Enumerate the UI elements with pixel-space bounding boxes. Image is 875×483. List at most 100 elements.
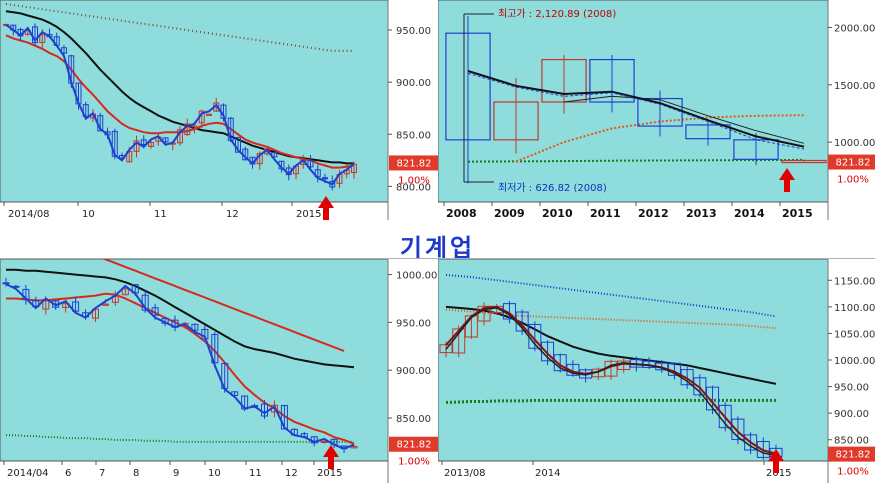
candle-body <box>566 363 580 376</box>
chart-yearly: 2000.00 1500.00 1000.00 2008 2009 2010 2011 201… <box>438 0 875 220</box>
candle-body <box>493 101 539 141</box>
current-marker-arrow <box>768 449 784 473</box>
ma-fast-line <box>5 283 355 450</box>
candle-body <box>61 47 67 54</box>
ma-mid-line <box>445 305 777 455</box>
y-tick-label: 900.00 <box>834 409 869 420</box>
chart-daily-bottom-svg: 1000.00 950.00 900.00 850.00 2014/04 6 7 8 9 10 11… <box>0 259 438 483</box>
ma-a-line <box>467 72 805 150</box>
x-tick-label: 2015 <box>782 207 813 220</box>
last-price-label: 821.82 <box>397 440 432 451</box>
x-tick-label: 2014 <box>734 207 765 220</box>
y-tick-label: 1000.00 <box>834 356 875 367</box>
ma-green-line <box>6 434 354 443</box>
candle-body <box>350 445 358 449</box>
x-tick-label: 2014/04 <box>7 468 49 479</box>
last-price-badge <box>828 154 875 170</box>
candle-body <box>2 282 10 285</box>
current-marker-arrow <box>318 196 334 220</box>
current-marker-arrow <box>779 168 795 192</box>
y-tick-label: 1150.00 <box>834 276 875 287</box>
y-tick-label: 950.00 <box>396 318 431 329</box>
change-pct-label: 1.00% <box>837 175 869 186</box>
x-tick-label: 11 <box>249 468 262 479</box>
x-tick-label: 10 <box>208 468 221 479</box>
x-tick-label: 2013/08 <box>444 468 486 479</box>
x-tick-label: 10 <box>82 209 95 220</box>
x-tick-label: 2015 <box>766 468 791 479</box>
last-price-label: 821.82 <box>397 158 432 169</box>
chart-weekly-svg: 1150.00 1100.00 1050.00 1000.00 950.00 900.00… <box>438 259 875 483</box>
last-price-badge <box>389 155 438 171</box>
y-tick-label: 1500.00 <box>834 81 875 92</box>
x-tick-label: 8 <box>133 468 139 479</box>
x-tick-label: 12 <box>285 468 298 479</box>
ma-slow-line <box>445 305 777 385</box>
annotation-low: 최저가 : 626.82 (2008) <box>498 182 607 194</box>
y-tick-label: 1100.00 <box>834 303 875 314</box>
plot-area <box>438 0 829 203</box>
x-tick-label: 2010 <box>542 207 573 220</box>
last-price-label: 821.82 <box>836 450 871 461</box>
ma-c-line <box>563 95 805 144</box>
x-tick-label: 6 <box>65 468 71 479</box>
ma-orange-line <box>445 308 777 330</box>
x-tick-label: 2008 <box>446 207 477 220</box>
candle-body <box>320 441 328 444</box>
chart-daily-top: 950.00 900.00 850.00 800.00 2014/08 10 11 12 201… <box>0 0 438 220</box>
candle-body <box>151 307 159 316</box>
chart-yearly-svg: 2000.00 1500.00 1000.00 2008 2009 2010 2011 201… <box>438 0 875 220</box>
candle-body <box>685 124 731 140</box>
candle-body <box>39 34 46 43</box>
candle-body <box>706 386 720 411</box>
candle-body <box>191 125 198 130</box>
x-tick-label: 2011 <box>590 207 621 220</box>
candle-body <box>191 323 199 331</box>
y-tick-label: 850.00 <box>396 130 431 141</box>
ma-green-line <box>467 158 805 163</box>
x-tick-label: 2015 <box>296 209 321 220</box>
y-tick-label: 900.00 <box>396 366 431 377</box>
x-tick-label: 9 <box>173 468 179 479</box>
page-title: 기계업 <box>399 234 476 262</box>
y-tick-label: 900.00 <box>396 78 431 89</box>
ma-b-line <box>467 70 805 148</box>
x-tick-label: 2015 <box>317 468 342 479</box>
x-tick-label: 12 <box>226 209 239 220</box>
candle-body <box>307 160 314 168</box>
candle-body <box>322 177 328 180</box>
candle-body <box>280 404 288 430</box>
y-tick-label: 850.00 <box>834 436 869 447</box>
candle-body <box>121 288 129 296</box>
ma-slow-line <box>6 268 355 369</box>
x-tick-label: 2014/08 <box>8 209 50 220</box>
change-pct-label: 1.00% <box>837 467 869 478</box>
candle-body <box>72 301 80 312</box>
chart-daily-bottom: 1000.00 950.00 900.00 850.00 2014/04 6 7 8 9 10 11… <box>0 259 438 483</box>
y-tick-label: 1000.00 <box>396 271 437 282</box>
annotation-high: 최고가 : 2,120.89 (2008) <box>498 8 616 20</box>
plot-area <box>0 0 389 203</box>
x-tick-label: 11 <box>154 209 167 220</box>
ma-long-line <box>5 3 354 52</box>
y-tick-label: 1050.00 <box>834 329 875 340</box>
x-tick-label: 7 <box>99 468 105 479</box>
y-tick-label: 2000.00 <box>834 23 875 34</box>
chart-daily-top-svg: 950.00 900.00 850.00 800.00 2014/08 10 11 12 201… <box>0 0 438 220</box>
y-tick-label: 800.00 <box>396 182 431 193</box>
y-tick-label: 950.00 <box>396 26 431 37</box>
x-tick-label: 2014 <box>535 468 560 479</box>
candle-body <box>733 139 779 160</box>
candle-body <box>140 139 147 146</box>
last-price-badge <box>828 446 875 462</box>
candle-body <box>206 113 212 116</box>
candle-body <box>637 97 683 127</box>
change-pct-label: 1.00% <box>398 175 430 186</box>
current-marker-arrow <box>323 445 339 469</box>
candle-body <box>731 418 745 441</box>
ma-green-line <box>445 398 776 404</box>
last-price-badge <box>389 436 438 452</box>
candle-body <box>445 32 491 141</box>
ma-orange-line <box>100 259 345 352</box>
candle-body <box>781 159 827 164</box>
